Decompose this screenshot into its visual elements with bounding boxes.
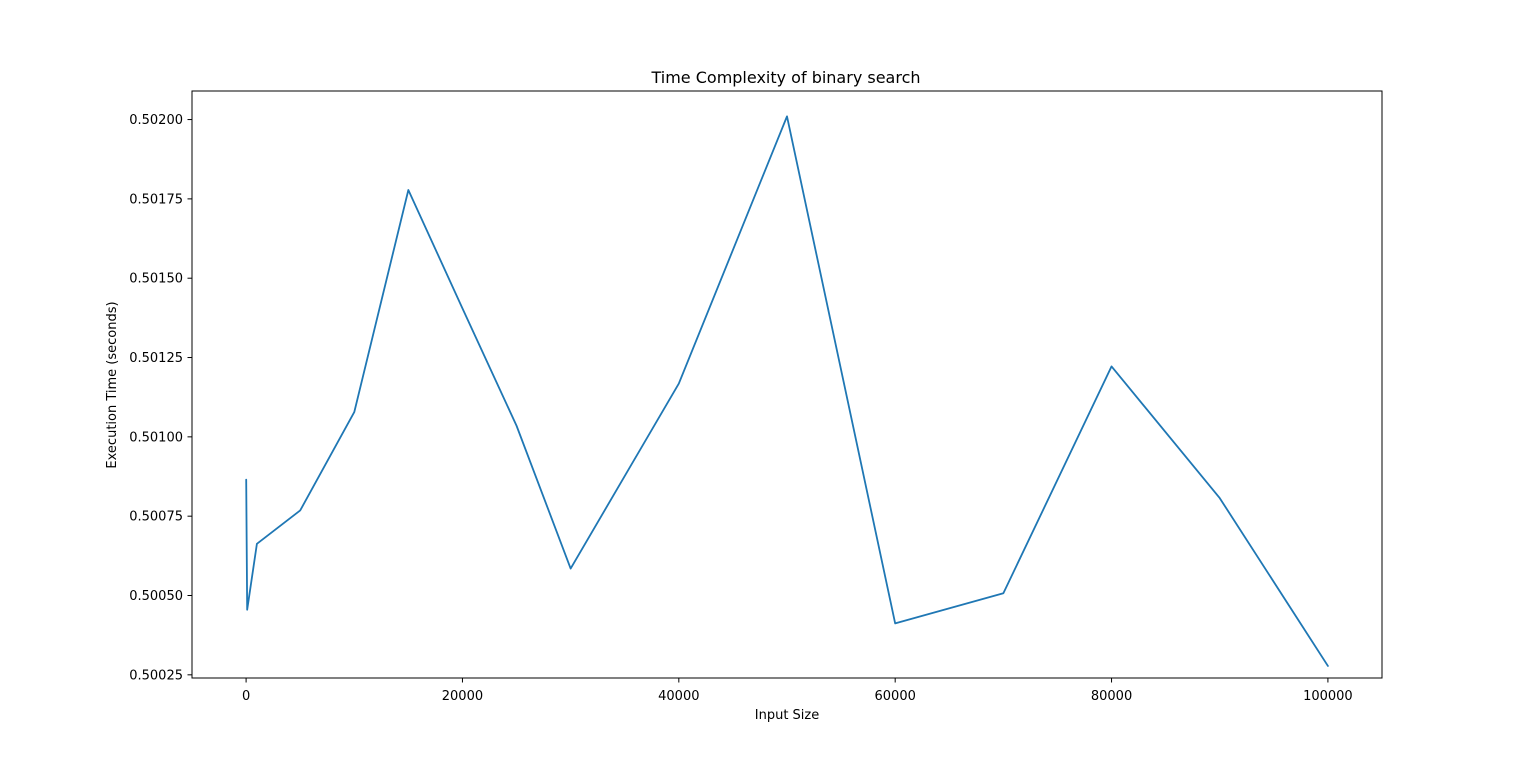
y-tick-label: 0.50075 bbox=[129, 510, 183, 525]
x-tick-label: 80000 bbox=[1091, 689, 1132, 704]
data-point bbox=[678, 383, 680, 385]
x-tick-label: 0 bbox=[242, 689, 250, 704]
data-point bbox=[1327, 665, 1329, 667]
x-tick-label: 60000 bbox=[875, 689, 916, 704]
data-point bbox=[462, 307, 464, 309]
y-tick-label: 0.50200 bbox=[129, 113, 183, 128]
y-tick-label: 0.50125 bbox=[129, 351, 183, 366]
y-tick-label: 0.50025 bbox=[129, 668, 183, 683]
x-tick-label: 40000 bbox=[658, 689, 699, 704]
series-line bbox=[245, 115, 1329, 667]
y-axis-label: Execution Time (seconds) bbox=[105, 301, 120, 468]
x-tick-label: 20000 bbox=[442, 689, 483, 704]
y-tick-label: 0.50100 bbox=[129, 430, 183, 445]
data-point bbox=[407, 189, 409, 191]
chart-title: Time Complexity of binary search bbox=[650, 68, 920, 87]
x-axis-label: Input Size bbox=[755, 708, 819, 723]
data-point bbox=[570, 568, 572, 570]
data-point bbox=[246, 609, 248, 611]
y-tick-label: 0.50050 bbox=[129, 589, 183, 604]
data-point bbox=[894, 623, 896, 625]
y-tick-label: 0.50150 bbox=[129, 272, 183, 287]
data-point bbox=[256, 543, 258, 545]
series-layer bbox=[245, 115, 1329, 667]
data-point bbox=[1002, 592, 1004, 594]
data-point bbox=[299, 510, 301, 512]
data-point bbox=[353, 411, 355, 413]
x-tick-label: 100000 bbox=[1303, 689, 1353, 704]
data-point bbox=[245, 479, 247, 481]
x-axis-ticks: 0 20000 40000 60000 80000 100000 bbox=[242, 678, 1353, 704]
data-point bbox=[1219, 497, 1221, 499]
data-point bbox=[516, 425, 518, 427]
plot-area-frame bbox=[191, 90, 1383, 679]
y-axis-ticks: 0.50025 0.50050 0.50075 0.50100 0.50125 0.501… bbox=[129, 113, 192, 683]
data-point bbox=[786, 115, 788, 117]
y-tick-label: 0.50175 bbox=[129, 192, 183, 207]
data-point bbox=[1111, 366, 1113, 368]
